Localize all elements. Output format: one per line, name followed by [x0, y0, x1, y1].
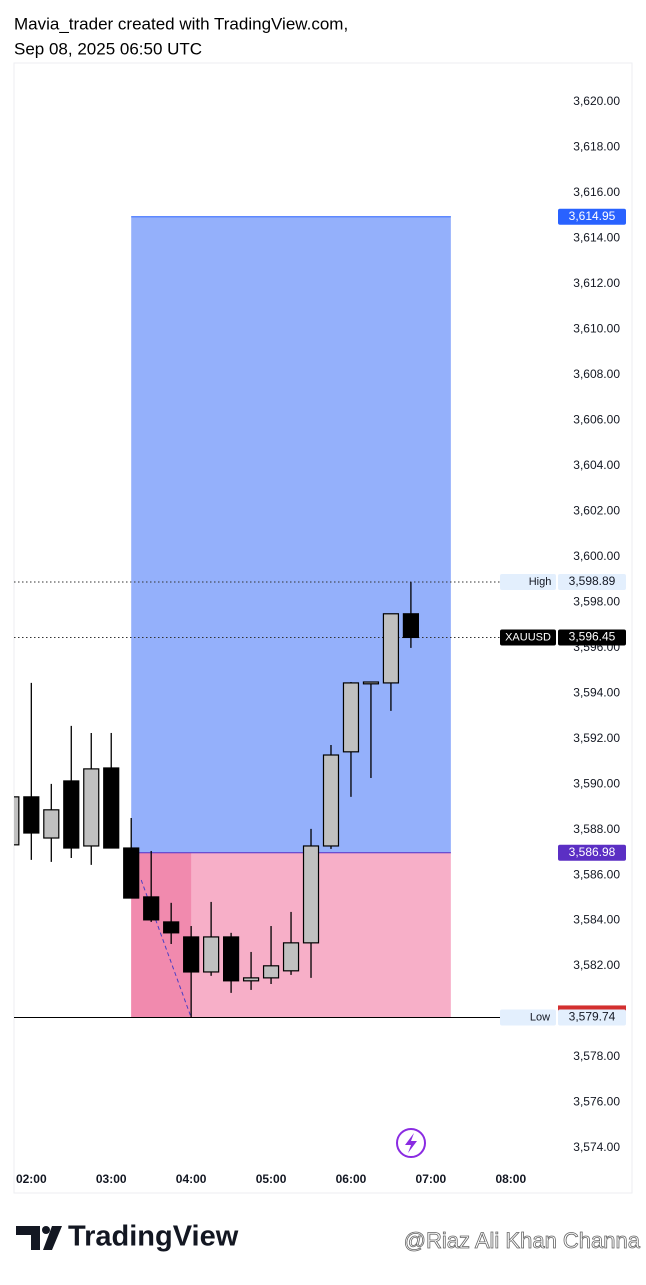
candle-body: [262, 965, 280, 979]
candle-body: [402, 613, 420, 639]
y-tick-label: 3,618.00: [573, 140, 620, 154]
y-tick-label: 3,614.00: [573, 231, 620, 245]
y-tick-label: 3,578.00: [573, 1049, 620, 1063]
candle-body: [362, 681, 380, 685]
candle-body: [203, 936, 220, 973]
header-line: Mavia_trader created with TradingView.co…: [14, 14, 348, 33]
marker-name: Low: [530, 1011, 550, 1023]
x-tick-label: 02:00: [16, 1172, 47, 1186]
header-line: Sep 08, 2025 06:50 UTC: [14, 39, 202, 58]
x-tick-label: 05:00: [256, 1172, 287, 1186]
marker-tag: 3,596.45: [569, 630, 616, 644]
x-tick-label: 06:00: [336, 1172, 367, 1186]
candle-body: [63, 780, 80, 849]
overlay: 3,574.00 3,576.00 3,578.00 3,582.00 3,584.00…: [16, 94, 626, 1186]
flash-bolt: [405, 1133, 417, 1153]
candle-body: [14, 796, 20, 846]
plot-area: [14, 216, 525, 1018]
y-tick-label: 3,598.00: [573, 594, 620, 608]
candle-body: [222, 936, 240, 982]
marker-name: High: [529, 576, 552, 588]
marker-name-bg: [500, 573, 556, 590]
y-tick-label: 3,584.00: [573, 913, 620, 927]
y-tick-label: 3,620.00: [573, 94, 620, 108]
y-tick-label: 3,576.00: [573, 1095, 620, 1109]
marker-name-bg: [500, 629, 556, 646]
x-tick-label: 04:00: [176, 1172, 207, 1186]
y-tick-label: 3,610.00: [573, 321, 620, 335]
candle-body: [183, 936, 200, 973]
target-zone: [131, 216, 451, 853]
candle-body: [242, 977, 260, 982]
candle-body: [103, 767, 120, 849]
y-tick-label: 3,602.00: [573, 503, 620, 517]
y-tick-label: 3,594.00: [573, 685, 620, 699]
watermark: @Riaz Ali Khan Channa: [404, 1228, 641, 1253]
entry-tag-bg: [558, 844, 626, 861]
y-tick-label: 3,608.00: [573, 367, 620, 381]
candle-body: [302, 845, 320, 944]
candle-body: [163, 921, 180, 934]
marker-name-bg: [500, 1009, 556, 1026]
entry-tag: 3,586.98: [569, 845, 616, 859]
target-tag-bg: [558, 208, 626, 225]
marker-tag-bg: [558, 573, 626, 590]
candle-body: [83, 768, 100, 847]
candle-body: [282, 942, 300, 972]
marker-tag: 3,579.74: [569, 1010, 616, 1024]
x-tick-label: 07:00: [416, 1172, 447, 1186]
y-tick-label: 3,592.00: [573, 731, 620, 745]
candle-body: [382, 613, 400, 684]
tv-logo-icon: [16, 1226, 62, 1250]
x-tick-label: 08:00: [495, 1172, 526, 1186]
candle-body: [123, 847, 140, 899]
y-tick-label: 3,604.00: [573, 458, 620, 472]
y-tick-label: 3,606.00: [573, 412, 620, 426]
candle-body: [23, 796, 40, 834]
y-tick-label: 3,586.00: [573, 867, 620, 881]
y-tick-label: 3,612.00: [573, 276, 620, 290]
marker-tag-bg: [558, 1009, 626, 1026]
y-tick-label: 3,582.00: [573, 958, 620, 972]
candle-body: [143, 896, 160, 921]
x-tick-label: 03:00: [96, 1172, 127, 1186]
stop-tag-hint: [558, 1005, 626, 1012]
y-tick-label: 3,600.00: [573, 549, 620, 563]
candle-body: [342, 682, 360, 753]
y-tick-label: 3,590.00: [573, 776, 620, 790]
y-tick-label: 3,588.00: [573, 822, 620, 836]
target-tag: 3,614.95: [569, 209, 616, 223]
y-tick-label: 3,616.00: [573, 185, 620, 199]
footer-logo: TradingView: [68, 1221, 239, 1253]
candle-body: [322, 754, 340, 847]
candle-body: [43, 809, 60, 839]
marker-tag-bg: [558, 629, 626, 646]
marker-tag: 3,598.89: [569, 574, 616, 588]
y-tick-label: 3,574.00: [573, 1140, 620, 1154]
marker-name: XAUUSD: [505, 631, 551, 643]
flash-icon[interactable]: [396, 1128, 426, 1158]
